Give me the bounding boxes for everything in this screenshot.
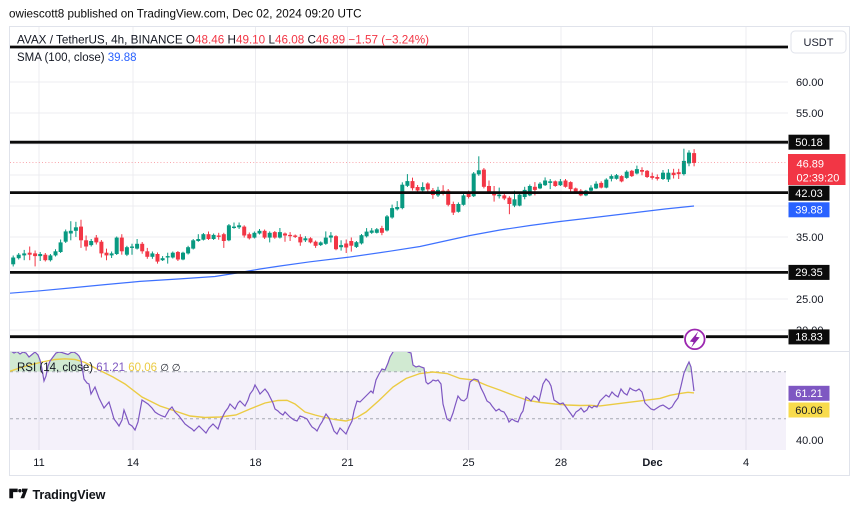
svg-text:USDT: USDT — [804, 37, 834, 49]
svg-text:60.06: 60.06 — [795, 405, 823, 417]
svg-text:46.89: 46.89 — [797, 158, 825, 170]
svg-text:40.00: 40.00 — [796, 435, 824, 447]
svg-text:02:39:20: 02:39:20 — [797, 172, 840, 184]
svg-text:60.00: 60.00 — [796, 77, 824, 89]
svg-text:RSI (14, close) 61.21 60.06 ∅: RSI (14, close) 61.21 60.06 ∅ ∅ — [17, 362, 180, 374]
svg-text:35.00: 35.00 — [796, 232, 824, 244]
svg-text:55.00: 55.00 — [796, 108, 824, 120]
svg-text:39.88: 39.88 — [795, 205, 823, 217]
svg-text:14: 14 — [127, 457, 139, 469]
svg-text:18.83: 18.83 — [795, 332, 823, 344]
svg-text:18: 18 — [249, 457, 261, 469]
svg-text:25.00: 25.00 — [796, 294, 824, 306]
svg-text:owiescott8 published on Tradin: owiescott8 published on TradingView.com,… — [9, 8, 362, 21]
svg-text:29.35: 29.35 — [795, 267, 823, 279]
svg-text:50.18: 50.18 — [795, 137, 823, 149]
svg-text:28: 28 — [555, 457, 567, 469]
svg-text:11: 11 — [33, 457, 44, 469]
svg-text:AVAX / TetherUS, 4h, BINANCE O: AVAX / TetherUS, 4h, BINANCE O48.46 H49.… — [17, 34, 429, 47]
svg-text:42.03: 42.03 — [795, 188, 823, 200]
svg-text:Dec: Dec — [642, 457, 662, 469]
svg-text:61.21: 61.21 — [795, 388, 823, 400]
svg-text:21: 21 — [341, 457, 353, 469]
svg-text:25: 25 — [462, 457, 474, 469]
svg-text:SMA (100, close) 39.88: SMA (100, close) 39.88 — [17, 52, 137, 64]
svg-text:TradingView: TradingView — [33, 488, 106, 502]
svg-text:4: 4 — [743, 457, 749, 469]
